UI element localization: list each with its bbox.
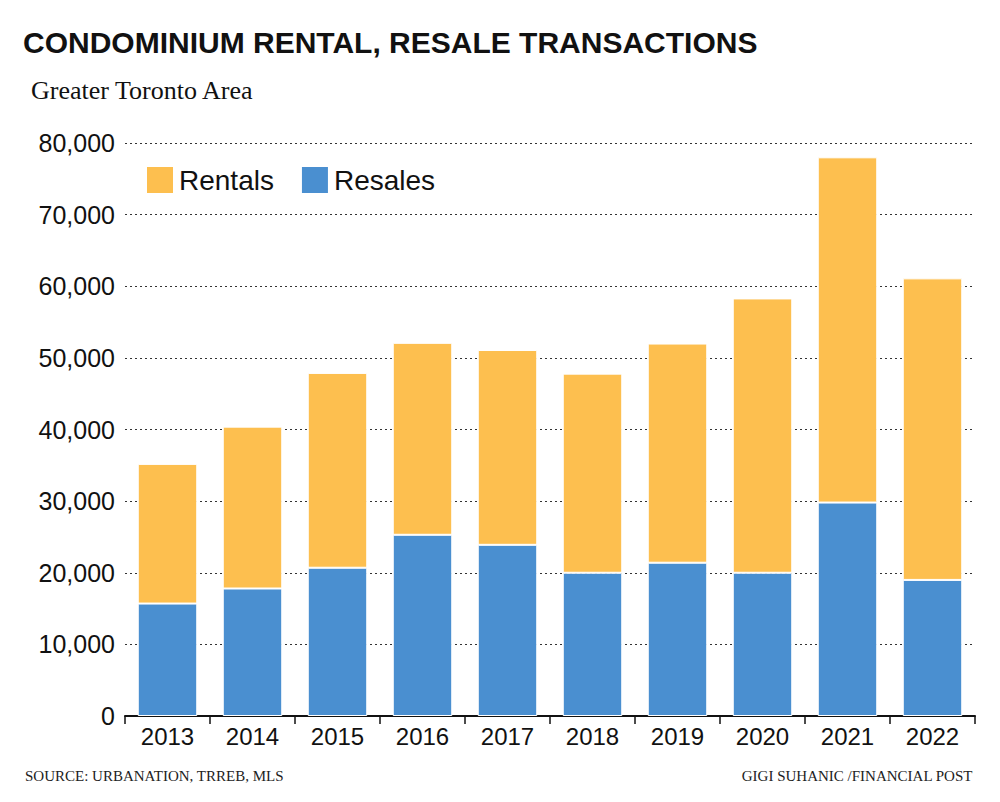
svg-text:30,000: 30,000 (39, 487, 115, 515)
svg-text:2015: 2015 (311, 723, 364, 750)
svg-text:SOURCE: URBANATION, TRREB, MLS: SOURCE: URBANATION, TRREB, MLS (25, 768, 284, 784)
svg-text:60,000: 60,000 (39, 272, 115, 300)
svg-text:70,000: 70,000 (39, 201, 115, 229)
svg-text:Greater Toronto Area: Greater Toronto Area (31, 76, 253, 105)
svg-text:2019: 2019 (651, 723, 704, 750)
svg-text:2013: 2013 (141, 723, 194, 750)
svg-text:2017: 2017 (481, 723, 534, 750)
svg-text:40,000: 40,000 (39, 416, 115, 444)
svg-text:CONDOMINIUM RENTAL, RESALE TRA: CONDOMINIUM RENTAL, RESALE TRANSACTIONS (23, 26, 757, 59)
svg-text:GIGI SUHANIC /FINANCIAL POST: GIGI SUHANIC /FINANCIAL POST (742, 768, 973, 784)
svg-text:80,000: 80,000 (39, 129, 115, 157)
svg-text:Resales: Resales (334, 165, 435, 196)
svg-text:0: 0 (101, 702, 115, 730)
svg-text:2022: 2022 (906, 723, 959, 750)
svg-text:10,000: 10,000 (39, 630, 115, 658)
svg-text:50,000: 50,000 (39, 344, 115, 372)
svg-text:2020: 2020 (736, 723, 789, 750)
svg-text:2014: 2014 (226, 723, 279, 750)
svg-text:20,000: 20,000 (39, 559, 115, 587)
svg-text:2018: 2018 (566, 723, 619, 750)
svg-text:2021: 2021 (821, 723, 874, 750)
svg-text:Rentals: Rentals (179, 165, 274, 196)
svg-text:2016: 2016 (396, 723, 449, 750)
